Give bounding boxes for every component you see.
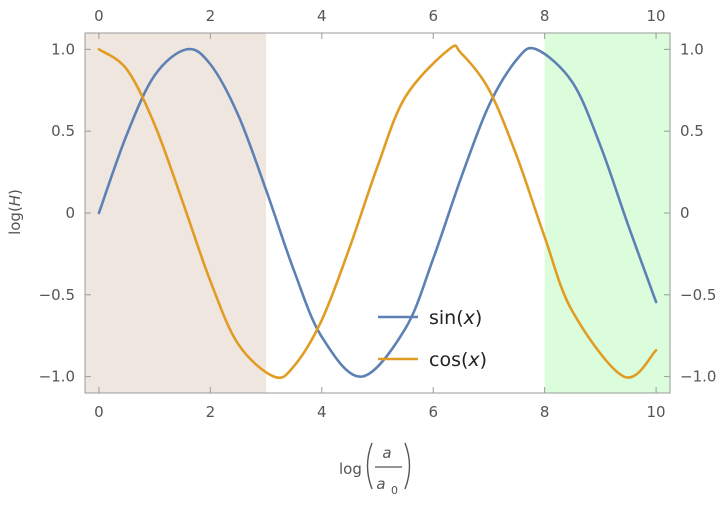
- x-tick-label-bottom-1: 2: [206, 403, 216, 421]
- legend-label-var-1: x: [467, 349, 480, 371]
- legend-label-suffix-1: ): [480, 349, 487, 371]
- y-tick-label-left-1: 0.5: [51, 122, 75, 140]
- y-tick-label-left-4: −1.0: [39, 368, 75, 386]
- y-tick-label-right-1: 0.5: [680, 122, 704, 140]
- y-axis-label: log(H): [6, 189, 24, 235]
- y-tick-label-left-0: 1.0: [51, 40, 75, 58]
- x-tick-label-top-5: 10: [647, 7, 666, 25]
- shaded-region-1: [544, 33, 670, 393]
- y-axis-label-prefix: log(: [6, 206, 24, 235]
- x-axis-label-right-paren: [404, 442, 411, 490]
- x-tick-label-bottom-0: 0: [94, 403, 104, 421]
- y-tick-label-left-3: −0.5: [39, 286, 75, 304]
- x-tick-label-top-4: 8: [540, 7, 550, 25]
- data-series: [97, 44, 658, 380]
- x-tick-label-bottom-4: 8: [540, 403, 550, 421]
- x-axis-label-denominator: a: [376, 475, 385, 493]
- x-tick-label-top-3: 6: [428, 7, 438, 25]
- y-axis-label-variable: H: [6, 195, 24, 206]
- x-axis-label: log a a 0: [339, 442, 411, 497]
- x-axis-label-left-paren: [366, 442, 373, 490]
- legend-label-suffix-0: ): [475, 307, 482, 329]
- x-tick-label-top-2: 4: [317, 7, 327, 25]
- x-tick-label-bottom-5: 10: [647, 403, 666, 421]
- series-line-1: [97, 44, 658, 380]
- y-tick-label-right-2: 0: [680, 204, 690, 222]
- shaded-region-0: [85, 33, 267, 393]
- legend-label-0: sin(x): [429, 307, 482, 329]
- x-tick-label-top-1: 2: [206, 7, 216, 25]
- legend-label-prefix-0: sin(: [429, 307, 464, 329]
- y-tick-label-right-3: −0.5: [680, 286, 716, 304]
- axis-ticks: 0 0 2 2 4 4 6 6 8 8 10 10 1.0 1.0 0.5 0.5 0 0 −0.5 −0.5 −1.0…: [39, 7, 717, 421]
- x-axis-label-denominator-subscript: 0: [391, 484, 398, 497]
- x-axis-label-prefix: log: [339, 460, 362, 478]
- legend-label-var-0: x: [463, 307, 476, 329]
- series-line-0: [97, 46, 658, 378]
- x-tick-label-bottom-3: 6: [428, 403, 438, 421]
- legend-label-1: cos(x): [429, 349, 487, 371]
- y-tick-label-left-2: 0: [65, 204, 75, 222]
- y-axis-label-suffix: ): [6, 189, 24, 195]
- x-axis-label-numerator: a: [382, 444, 391, 462]
- x-tick-label-bottom-2: 4: [317, 403, 327, 421]
- x-tick-label-top-0: 0: [94, 7, 104, 25]
- shaded-regions: [85, 33, 670, 393]
- legend: sin(x)cos(x): [378, 307, 487, 371]
- y-tick-label-right-4: −1.0: [680, 368, 716, 386]
- legend-label-prefix-1: cos(: [429, 349, 468, 371]
- y-tick-label-right-0: 1.0: [680, 40, 704, 58]
